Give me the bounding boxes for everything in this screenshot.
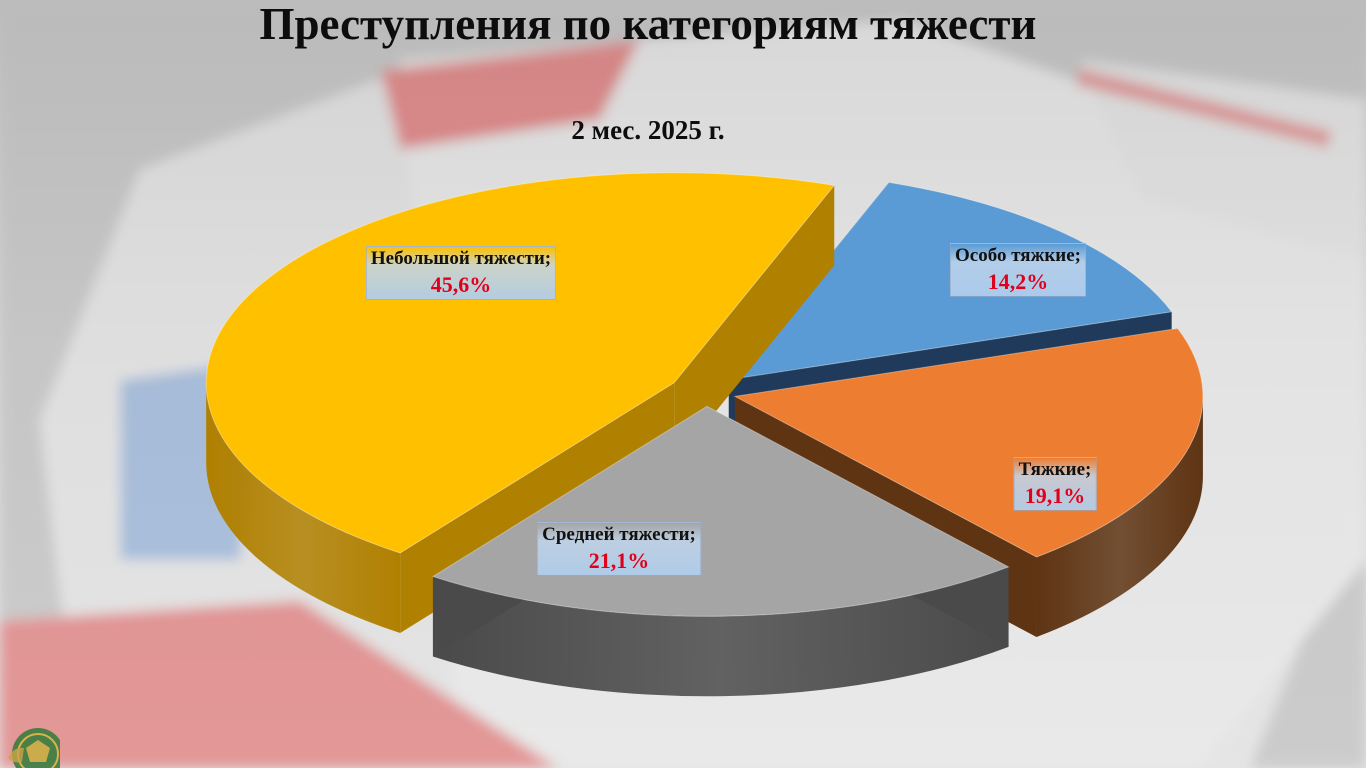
slice-value: 45,6% bbox=[430, 272, 492, 297]
slice-value: 14,2% bbox=[987, 269, 1049, 294]
data-label-grave: Тяжкие; 19,1% bbox=[1013, 457, 1097, 511]
data-label-box: Небольшой тяжести; 45,6% bbox=[365, 246, 557, 300]
slice-name: Средней тяжести; bbox=[542, 524, 696, 545]
slice-name: Тяжкие; bbox=[1018, 459, 1092, 480]
pie-slice-side bbox=[206, 382, 401, 633]
chart-title: Преступления по категориям тяжести bbox=[259, 0, 1037, 49]
chart-subtitle: 2 мес. 2025 г. bbox=[571, 115, 725, 145]
slice-value: 21,1% bbox=[588, 548, 650, 573]
slice-name: Небольшой тяжести; bbox=[370, 248, 552, 269]
pie-slice-side bbox=[432, 566, 1009, 697]
data-label-medium: Средней тяжести; 21,1% bbox=[537, 522, 701, 576]
pie-slice-side bbox=[1036, 396, 1203, 637]
data-label-especially-grave: Особо тяжкие; 14,2% bbox=[949, 243, 1087, 297]
emblem-icon bbox=[8, 728, 60, 768]
data-label-box: Особо тяжкие; 14,2% bbox=[949, 243, 1087, 297]
pie-slice-top bbox=[205, 172, 836, 554]
slice-value: 19,1% bbox=[1024, 483, 1086, 508]
data-label-box: Средней тяжести; 21,1% bbox=[537, 522, 701, 576]
slice-name: Особо тяжкие; bbox=[954, 245, 1082, 266]
pie-slice-edge bbox=[674, 185, 835, 463]
data-label-minor: Небольшой тяжести; 45,6% bbox=[365, 246, 557, 300]
data-label-box: Тяжкие; 19,1% bbox=[1013, 457, 1097, 511]
